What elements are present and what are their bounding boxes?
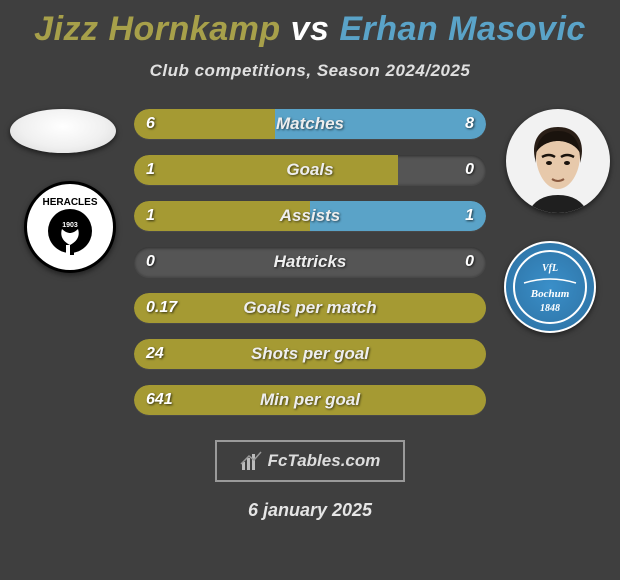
bar-left [134,293,486,323]
stat-row: Matches68 [134,109,486,139]
bar-right [310,201,486,231]
bochum-badge-icon: VfL Bochum 1848 [510,247,590,327]
footer-date: 6 january 2025 [0,500,620,521]
player1-avatar [10,109,116,153]
bar-left [134,109,275,139]
player2-club-badge: VfL Bochum 1848 [504,241,596,333]
bar-left [134,201,310,231]
heracles-badge-icon: HERACLES 1903 [30,187,110,267]
face-icon [518,121,598,213]
brand-text: FcTables.com [268,451,381,471]
stat-rows: Matches68Goals10Assists11Hattricks00Goal… [134,109,486,415]
bar-left [134,339,486,369]
stat-row: Assists11 [134,201,486,231]
chart-icon [240,450,262,472]
stat-row: Goals per match0.17 [134,293,486,323]
bar-left [134,155,398,185]
stat-label: Hattricks [134,247,486,277]
player1-name: Jizz Hornkamp [34,10,280,48]
stat-value-right: 0 [465,155,474,185]
club1-year-text: 1903 [62,222,78,229]
player2-name: Erhan Masovic [339,10,585,48]
player2-avatar [506,109,610,213]
svg-text:VfL: VfL [542,263,558,274]
club1-name-text: HERACLES [42,197,97,208]
stat-value-left: 0 [146,247,155,277]
stat-row: Hattricks0 0 [134,247,486,277]
bar-right [275,109,486,139]
club2-year-text: 1848 [540,303,560,314]
stat-row: Shots per goal24 [134,339,486,369]
comparison-body: HERACLES 1903 VfL Bochum 1848 Matches68 G… [0,109,620,415]
stat-row: Goals10 [134,155,486,185]
player1-club-badge: HERACLES 1903 [24,181,116,273]
comparison-title: Jizz Hornkamp vs Erhan Masovic [0,0,620,49]
bar-left [134,385,486,415]
vs-text: vs [291,10,330,48]
club2-name-text: Bochum [530,288,570,300]
subtitle: Club competitions, Season 2024/2025 [0,61,620,81]
stat-row: Min per goal641 [134,385,486,415]
stat-value-right: 0 [465,247,474,277]
brand-box: FcTables.com [215,440,405,482]
